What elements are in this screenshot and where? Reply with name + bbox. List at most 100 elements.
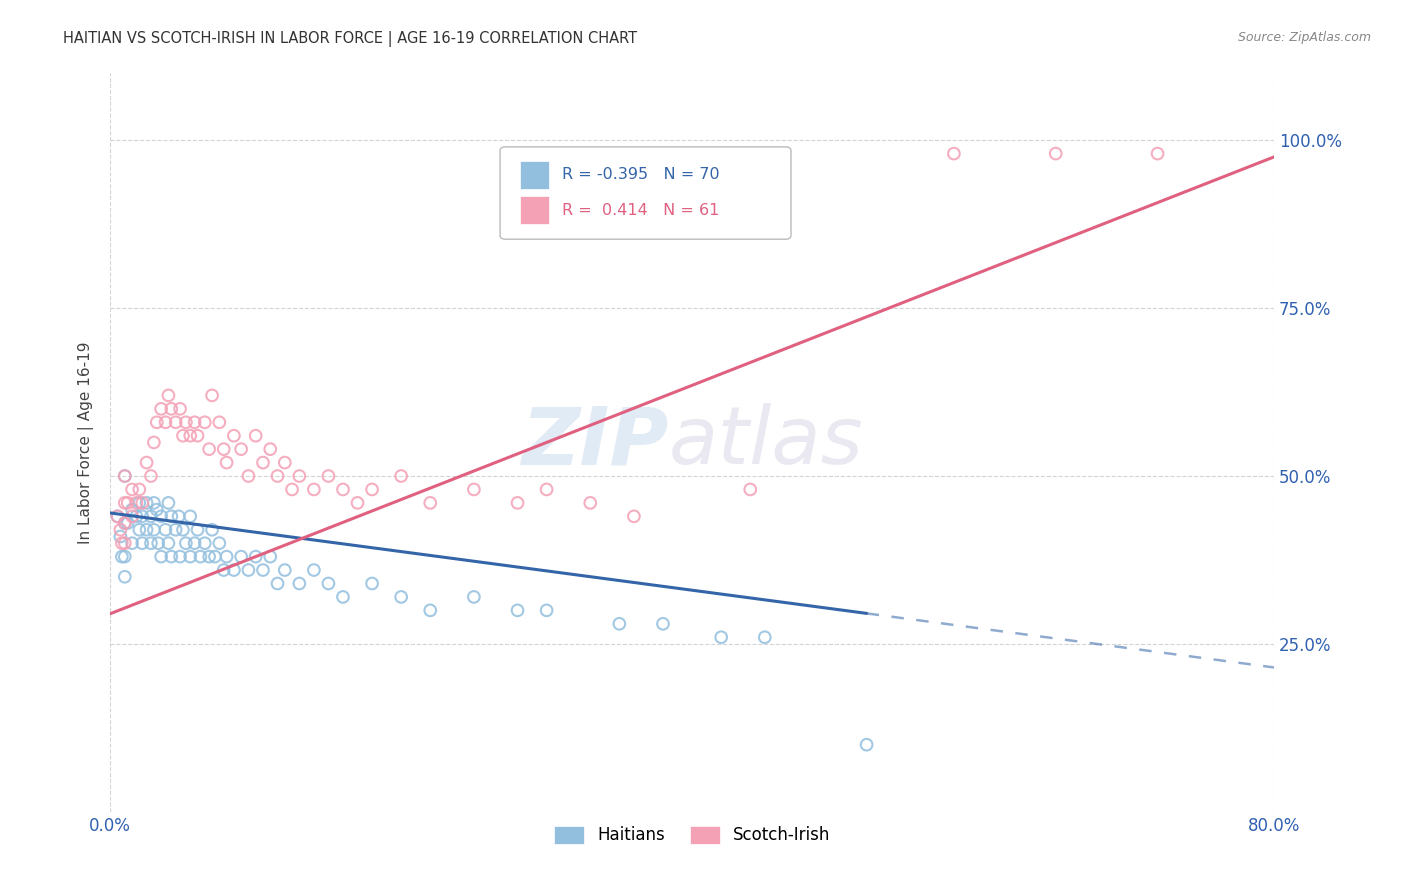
Point — [150, 549, 173, 564]
Point — [238, 469, 260, 483]
Point — [201, 523, 224, 537]
Point — [389, 590, 412, 604]
Point — [855, 738, 877, 752]
Point — [142, 435, 165, 450]
Point — [288, 469, 311, 483]
Text: R =  0.414   N = 61: R = 0.414 N = 61 — [562, 202, 718, 218]
Point — [135, 523, 157, 537]
Point — [318, 576, 340, 591]
Point — [186, 428, 208, 442]
Point — [231, 442, 253, 457]
Point — [142, 496, 165, 510]
Point — [117, 516, 139, 530]
Text: HAITIAN VS SCOTCH-IRISH IN LABOR FORCE | AGE 16-19 CORRELATION CHART: HAITIAN VS SCOTCH-IRISH IN LABOR FORCE |… — [63, 31, 637, 47]
Point — [169, 401, 191, 416]
Point — [165, 415, 187, 429]
Point — [245, 549, 267, 564]
Point — [117, 496, 139, 510]
Point — [204, 549, 226, 564]
Point — [579, 496, 602, 510]
Point — [165, 523, 187, 537]
Point — [318, 469, 340, 483]
Text: Source: ZipAtlas.com: Source: ZipAtlas.com — [1237, 31, 1371, 45]
Point — [121, 509, 143, 524]
Point — [179, 509, 201, 524]
Point — [332, 483, 354, 497]
Point — [139, 536, 162, 550]
Point — [463, 590, 485, 604]
Point — [681, 146, 703, 161]
Point — [114, 469, 136, 483]
Point — [160, 401, 183, 416]
Point — [332, 590, 354, 604]
Point — [419, 496, 441, 510]
Point — [148, 536, 170, 550]
Point — [506, 603, 529, 617]
Point — [222, 428, 245, 442]
Point — [222, 563, 245, 577]
Point — [623, 509, 645, 524]
Point — [208, 415, 231, 429]
Point — [169, 549, 191, 564]
Point — [157, 496, 180, 510]
Point — [198, 549, 221, 564]
Point — [238, 563, 260, 577]
Point — [506, 496, 529, 510]
Point — [131, 496, 153, 510]
Point — [215, 456, 238, 470]
Point — [274, 563, 297, 577]
Point — [114, 570, 136, 584]
Point — [212, 442, 235, 457]
Point — [302, 563, 325, 577]
Point — [536, 603, 558, 617]
Point — [186, 523, 208, 537]
Point — [128, 496, 150, 510]
Point — [107, 509, 129, 524]
Point — [215, 549, 238, 564]
Point — [114, 469, 136, 483]
Bar — [520, 161, 548, 189]
Point — [710, 630, 733, 644]
Point — [125, 496, 148, 510]
Point — [157, 536, 180, 550]
Point — [121, 536, 143, 550]
Point — [139, 509, 162, 524]
Point — [179, 428, 201, 442]
Point — [245, 428, 267, 442]
Point — [150, 509, 173, 524]
Point — [194, 415, 217, 429]
Point — [131, 536, 153, 550]
Point — [281, 483, 304, 497]
Point — [208, 536, 231, 550]
Point — [114, 549, 136, 564]
Point — [107, 509, 129, 524]
Point — [740, 483, 762, 497]
Point — [131, 509, 153, 524]
Point — [183, 415, 205, 429]
Point — [110, 523, 132, 537]
Point — [252, 456, 274, 470]
Text: R = -0.395   N = 70: R = -0.395 N = 70 — [562, 168, 720, 183]
Point — [110, 529, 132, 543]
Point — [419, 603, 441, 617]
Point — [389, 469, 412, 483]
Point — [114, 496, 136, 510]
Point — [114, 516, 136, 530]
Point — [302, 483, 325, 497]
Point — [361, 483, 384, 497]
Point — [274, 456, 297, 470]
Point — [1045, 146, 1067, 161]
Point — [135, 496, 157, 510]
Point — [463, 483, 485, 497]
Point — [266, 576, 288, 591]
Point — [190, 549, 212, 564]
Point — [157, 388, 180, 402]
Legend: Haitians, Scotch-Irish: Haitians, Scotch-Irish — [554, 825, 831, 844]
Point — [1146, 146, 1168, 161]
Point — [160, 509, 183, 524]
Point — [135, 456, 157, 470]
Point — [174, 536, 197, 550]
Point — [125, 509, 148, 524]
Point — [259, 442, 281, 457]
Point — [652, 616, 675, 631]
